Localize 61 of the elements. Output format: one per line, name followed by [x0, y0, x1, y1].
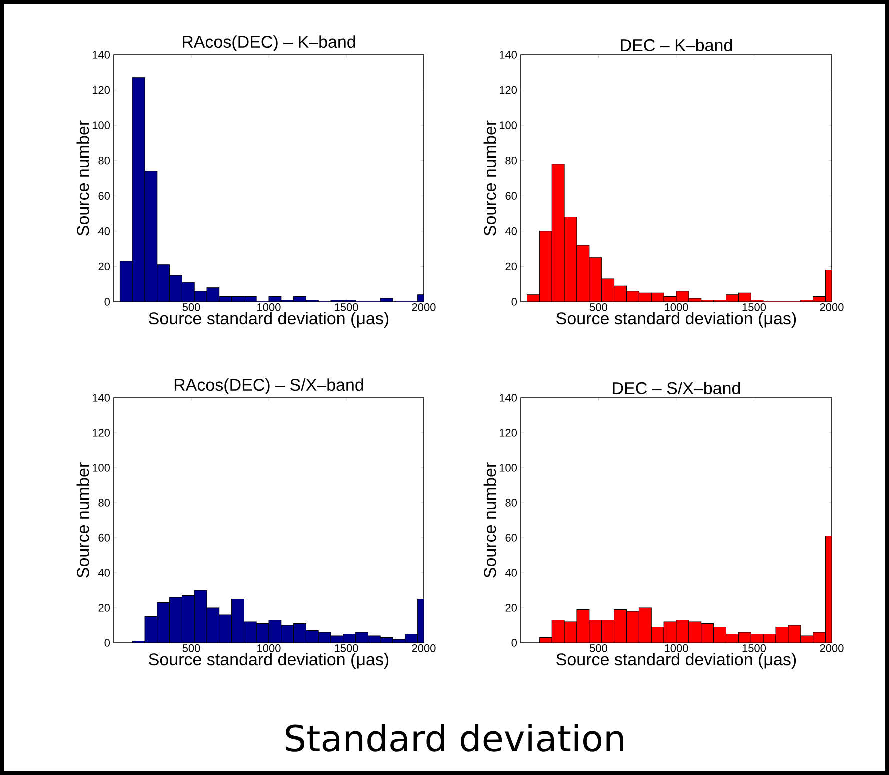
y-axis-title: Source number	[484, 120, 496, 236]
y-tick-label: 40	[98, 569, 110, 577]
x-tick-label: 2000	[820, 304, 844, 312]
y-tick-label: 20	[98, 262, 110, 271]
y-tick-label: 40	[505, 228, 518, 236]
y-tick-label: 0	[512, 298, 518, 306]
y-tick-label: 0	[104, 298, 110, 306]
chart-title: RAcos(DEC) – K–band	[183, 36, 356, 52]
y-tick-label: 80	[506, 499, 518, 507]
chart-title: DEC – S/X–band	[613, 382, 740, 394]
x-axis-title: Source standard deviation (μas)	[556, 312, 796, 328]
y-tick-label: 0	[512, 639, 518, 647]
x-tick-label: 500	[590, 304, 608, 312]
x-tick-label: 2000	[820, 644, 844, 652]
x-tick-label: 500	[590, 644, 608, 652]
y-tick-label: 20	[506, 262, 518, 271]
x-tick-label: 1500	[335, 304, 358, 312]
y-tick-label: 80	[506, 156, 518, 165]
x-tick-label: 500	[182, 304, 200, 312]
x-tick-label: 1500	[742, 644, 766, 652]
y-tick-label: 40	[98, 228, 110, 236]
y-tick-label: 60	[98, 534, 110, 542]
text: Standard deviation	[286, 724, 624, 752]
y-axis-title: Source number	[76, 120, 90, 236]
y-tick-label: 60	[506, 192, 518, 200]
x-tick-label: 1500	[742, 304, 766, 312]
x-tick-label: 1000	[665, 644, 688, 652]
y-tick-label: 80	[98, 156, 110, 165]
x-axis-title: Source standard deviation (μas)	[556, 653, 796, 670]
y-tick-label: 60	[506, 534, 518, 542]
y-tick-label: 140	[92, 51, 110, 59]
x-axis-title: Source standard deviation (μas)	[149, 312, 389, 328]
y-axis-title: Source number	[484, 462, 496, 578]
y-tick-label: 120	[500, 429, 518, 437]
x-tick-label: 2000	[412, 644, 436, 652]
y-tick-label: 100	[92, 464, 110, 472]
y-tick-label: 140	[500, 394, 518, 402]
y-tick-label: 140	[92, 394, 110, 402]
chart-title: RAcos(DEC) – S/X–band	[174, 378, 364, 394]
y-tick-label: 140	[500, 51, 518, 59]
y-tick-label: 100	[500, 464, 518, 472]
y-axis-title: Source number	[76, 462, 90, 578]
y-tick-label: 40	[505, 569, 518, 577]
chart-title: DEC – K–band	[621, 38, 732, 52]
y-tick-label: 80	[98, 499, 110, 507]
y-tick-label: 20	[98, 604, 110, 612]
y-tick-label: 20	[506, 604, 518, 612]
y-tick-label: 100	[500, 122, 518, 130]
y-tick-label: 120	[92, 429, 110, 437]
y-tick-label: 0	[104, 639, 110, 647]
x-tick-label: 1000	[258, 304, 281, 312]
x-tick-label: 1000	[665, 304, 688, 312]
x-tick-label: 1000	[258, 644, 281, 652]
x-tick-label: 500	[182, 644, 200, 652]
x-tick-label: 1500	[335, 644, 358, 652]
x-tick-label: 2000	[412, 304, 436, 312]
y-tick-label: 120	[92, 86, 110, 94]
y-tick-label: 60	[98, 192, 110, 200]
x-axis-title: Source standard deviation (μas)	[149, 653, 389, 670]
y-tick-label: 100	[92, 122, 110, 130]
y-tick-label: 120	[500, 86, 518, 94]
